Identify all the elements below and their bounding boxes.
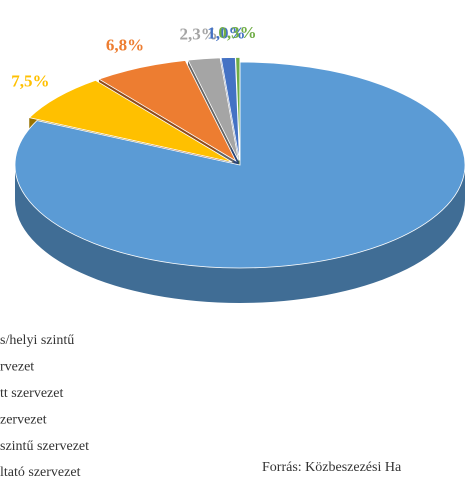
legend-label: rvezet [0, 360, 34, 375]
slice [220, 57, 240, 161]
slice [98, 60, 237, 162]
slice [28, 79, 233, 163]
value-label: 2,3% [179, 25, 217, 44]
value-label: 6,8% [106, 36, 144, 55]
legend-label: ltató szervezet [0, 465, 81, 480]
slice-side [15, 165, 465, 303]
value-label: 1,0% [207, 23, 245, 42]
value-label: 0,3% [218, 23, 256, 42]
slice [235, 57, 241, 161]
legend-label: s/helyi szintű [0, 333, 74, 348]
slice [187, 57, 239, 161]
value-label: 7,5% [11, 71, 49, 90]
legend-label: zervezet [0, 412, 47, 427]
slice [14, 61, 465, 269]
legend-label: tt szervezet [0, 386, 63, 401]
source: Forrás: Közbeszezési Ha [262, 460, 402, 475]
legend-label: szintű szervezet [0, 439, 89, 454]
